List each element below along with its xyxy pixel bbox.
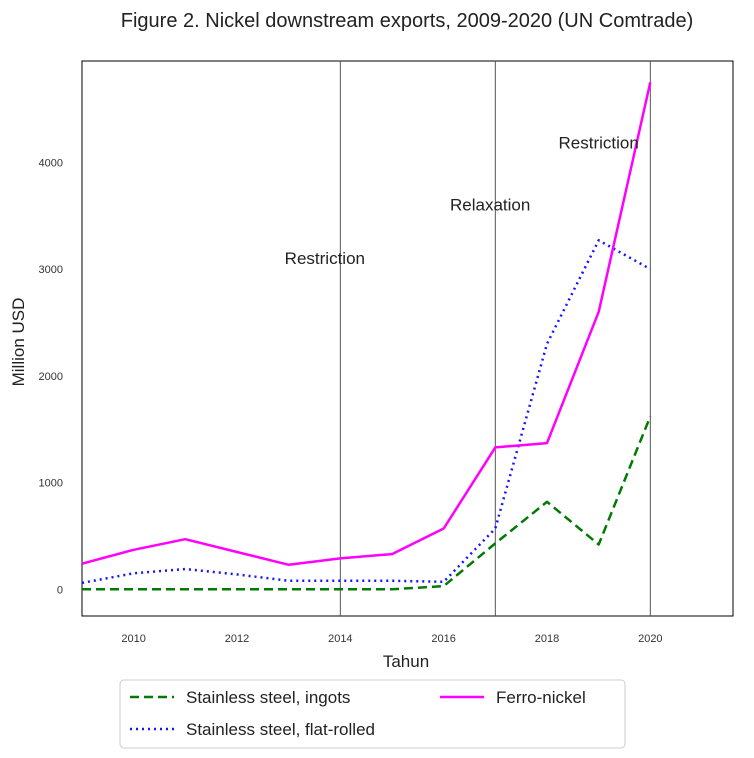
legend-label-stainless-steel-flat-rolled: Stainless steel, flat-rolled [186, 720, 375, 739]
x-axis-ticks: 2010 2012 2014 2016 2018 2020 [121, 633, 662, 645]
x-tick-label: 2016 [431, 633, 455, 645]
legend-label-ferro-nickel: Ferro-nickel [496, 688, 586, 707]
y-tick-label: 1000 [39, 478, 63, 490]
y-tick-label: 3000 [39, 264, 63, 276]
x-tick-label: 2018 [535, 633, 559, 645]
y-tick-label: 0 [57, 584, 63, 596]
y-tick-label: 4000 [39, 157, 63, 169]
vertical-reference-lines [339, 61, 651, 616]
x-tick-label: 2012 [225, 633, 249, 645]
series-line-ferro-nickel [81, 82, 652, 567]
chart-title: Figure 2. Nickel downstream exports, 200… [121, 10, 693, 32]
annotation-relaxation: Relaxation [450, 195, 530, 214]
x-tick-label: 2014 [328, 633, 352, 645]
x-axis-label: Tahun [383, 652, 429, 671]
y-axis-label: Million USD [9, 298, 28, 387]
y-tick-label: 2000 [39, 371, 63, 383]
x-tick-label: 2010 [121, 633, 145, 645]
plot-area-frame [81, 60, 734, 617]
series-line-stainless-steel-flat-rolled [81, 239, 651, 585]
series-line-stainless-steel-ingots [82, 415, 652, 591]
legend-label-stainless-steel-ingots: Stainless steel, ingots [186, 688, 350, 707]
annotation-restriction: Restriction [559, 134, 639, 153]
annotations: Restriction Relaxation Restriction [285, 134, 639, 268]
annotation-restriction: Restriction [285, 249, 365, 268]
legend: Stainless steel, ingots Stainless steel, … [119, 679, 626, 749]
series-layer [81, 82, 652, 591]
legend-box [119, 679, 626, 749]
y-axis-ticks: 0 1000 2000 3000 4000 [39, 157, 63, 596]
x-tick-label: 2020 [638, 633, 662, 645]
